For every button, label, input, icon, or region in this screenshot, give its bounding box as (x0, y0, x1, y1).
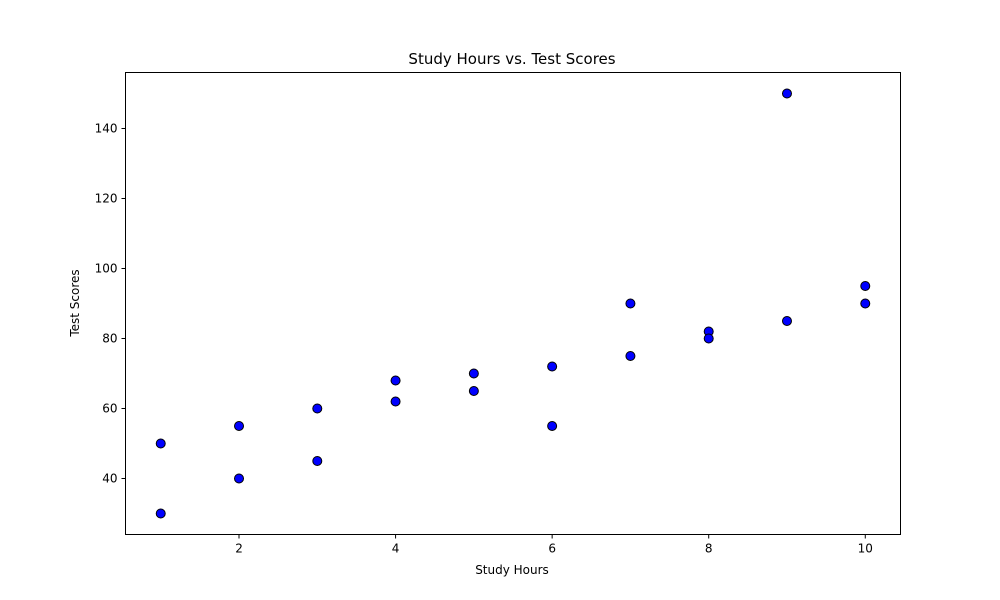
x-tick-label: 10 (858, 542, 873, 556)
data-point (781, 316, 792, 326)
data-point (547, 421, 558, 431)
x-tick-label: 6 (548, 542, 556, 556)
data-point (234, 421, 245, 431)
data-point (625, 298, 636, 309)
data-point (468, 386, 479, 396)
y-tick-label: 40 (102, 472, 117, 486)
y-tick-label: 140 (95, 122, 118, 136)
data-point (312, 456, 323, 466)
y-axis: 40 60 80 100 120 140 (95, 122, 126, 486)
data-point (234, 473, 245, 484)
data-point (390, 375, 401, 386)
chart-title: Study Hours vs. Test Scores (408, 50, 615, 68)
plot-area (125, 72, 901, 535)
x-tick-label: 2 (235, 542, 243, 556)
data-point (390, 396, 401, 407)
data-point (155, 438, 166, 449)
x-tick-label: 8 (705, 542, 713, 556)
data-point (860, 281, 871, 291)
y-tick-label: 60 (102, 402, 117, 416)
y-tick-label: 100 (95, 262, 118, 276)
data-point (703, 333, 714, 344)
x-axis-label: Study Hours (475, 563, 549, 577)
data-point (860, 298, 871, 309)
data-point (781, 88, 792, 99)
data-point (468, 368, 479, 379)
x-axis: 2 4 6 8 10 (235, 534, 873, 556)
data-point (155, 508, 166, 519)
data-point (547, 361, 558, 372)
y-tick-label: 80 (102, 332, 117, 346)
data-points (155, 88, 871, 519)
y-tick-label: 120 (95, 192, 118, 206)
data-point (625, 351, 636, 361)
data-point (312, 403, 323, 414)
y-axis-label: Test Scores (68, 269, 82, 337)
x-tick-label: 4 (392, 542, 400, 556)
